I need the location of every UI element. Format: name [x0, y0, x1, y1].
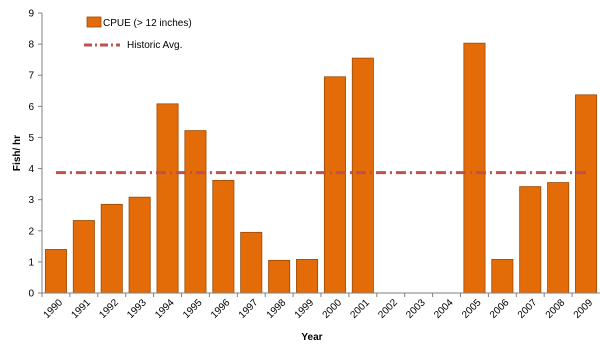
- bar-1990: [44, 249, 67, 294]
- x-tick-label: 1991: [69, 297, 93, 321]
- x-tick-label: 1992: [97, 297, 121, 321]
- x-tick-label: 1996: [209, 297, 233, 321]
- y-tick-label: 2: [28, 226, 34, 237]
- bar-1993: [128, 196, 151, 294]
- x-tick-label: 1993: [125, 297, 149, 321]
- x-tick-label: 2009: [572, 297, 596, 321]
- bar-2007: [519, 186, 542, 294]
- legend-swatch-cpue: [86, 16, 102, 28]
- x-axis-title: Year: [301, 332, 322, 343]
- legend-label-historic-avg: Historic Avg.: [127, 40, 182, 51]
- bar-1998: [268, 259, 291, 294]
- bar-2009: [575, 94, 598, 294]
- bar-1997: [240, 231, 263, 294]
- y-tick-label: 7: [28, 71, 34, 82]
- bar-2005: [463, 42, 486, 294]
- bar-1991: [72, 220, 95, 294]
- bar-1994: [156, 103, 179, 294]
- x-tick-label: 1994: [153, 297, 177, 321]
- bar-2000: [323, 76, 346, 294]
- y-tick-label: 4: [28, 164, 34, 175]
- y-tick-label: 8: [28, 40, 34, 51]
- x-tick-label: 1990: [42, 297, 66, 321]
- x-tick-label: 2003: [404, 297, 428, 321]
- x-tick-label: 2004: [432, 297, 456, 321]
- bar-2008: [547, 182, 570, 294]
- y-tick-label: 1: [28, 257, 34, 268]
- x-tick-label: 2007: [516, 297, 540, 321]
- y-tick-label: 6: [28, 102, 34, 113]
- y-tick-label: 0: [28, 289, 34, 300]
- x-tick-label: 2000: [321, 297, 345, 321]
- x-tick-label: 1995: [181, 297, 205, 321]
- x-tick-label: 2008: [544, 297, 568, 321]
- x-tick-label: 2002: [376, 297, 400, 321]
- bar-2001: [351, 57, 374, 294]
- bar-1992: [100, 203, 123, 294]
- bar-1995: [184, 130, 207, 294]
- y-axis-title: Fish/ hr: [12, 135, 23, 171]
- bars-group: [44, 42, 598, 294]
- x-tick-label: 2001: [348, 297, 372, 321]
- x-tick-label: 1997: [237, 297, 261, 321]
- x-tick-label: 1998: [265, 297, 289, 321]
- x-tick-label: 2005: [460, 297, 484, 321]
- bar-1996: [212, 179, 235, 294]
- legend: CPUE (> 12 inches) Historic Avg.: [84, 16, 192, 51]
- bar-1999: [296, 258, 319, 294]
- y-tick-label: 5: [28, 133, 34, 144]
- bar-2006: [491, 258, 514, 294]
- legend-label-cpue: CPUE (> 12 inches): [103, 18, 192, 29]
- y-tick-label: 3: [28, 195, 34, 206]
- y-tick-label: 9: [28, 9, 34, 20]
- x-tick-label: 2006: [488, 297, 512, 321]
- x-tick-label: 1999: [293, 297, 317, 321]
